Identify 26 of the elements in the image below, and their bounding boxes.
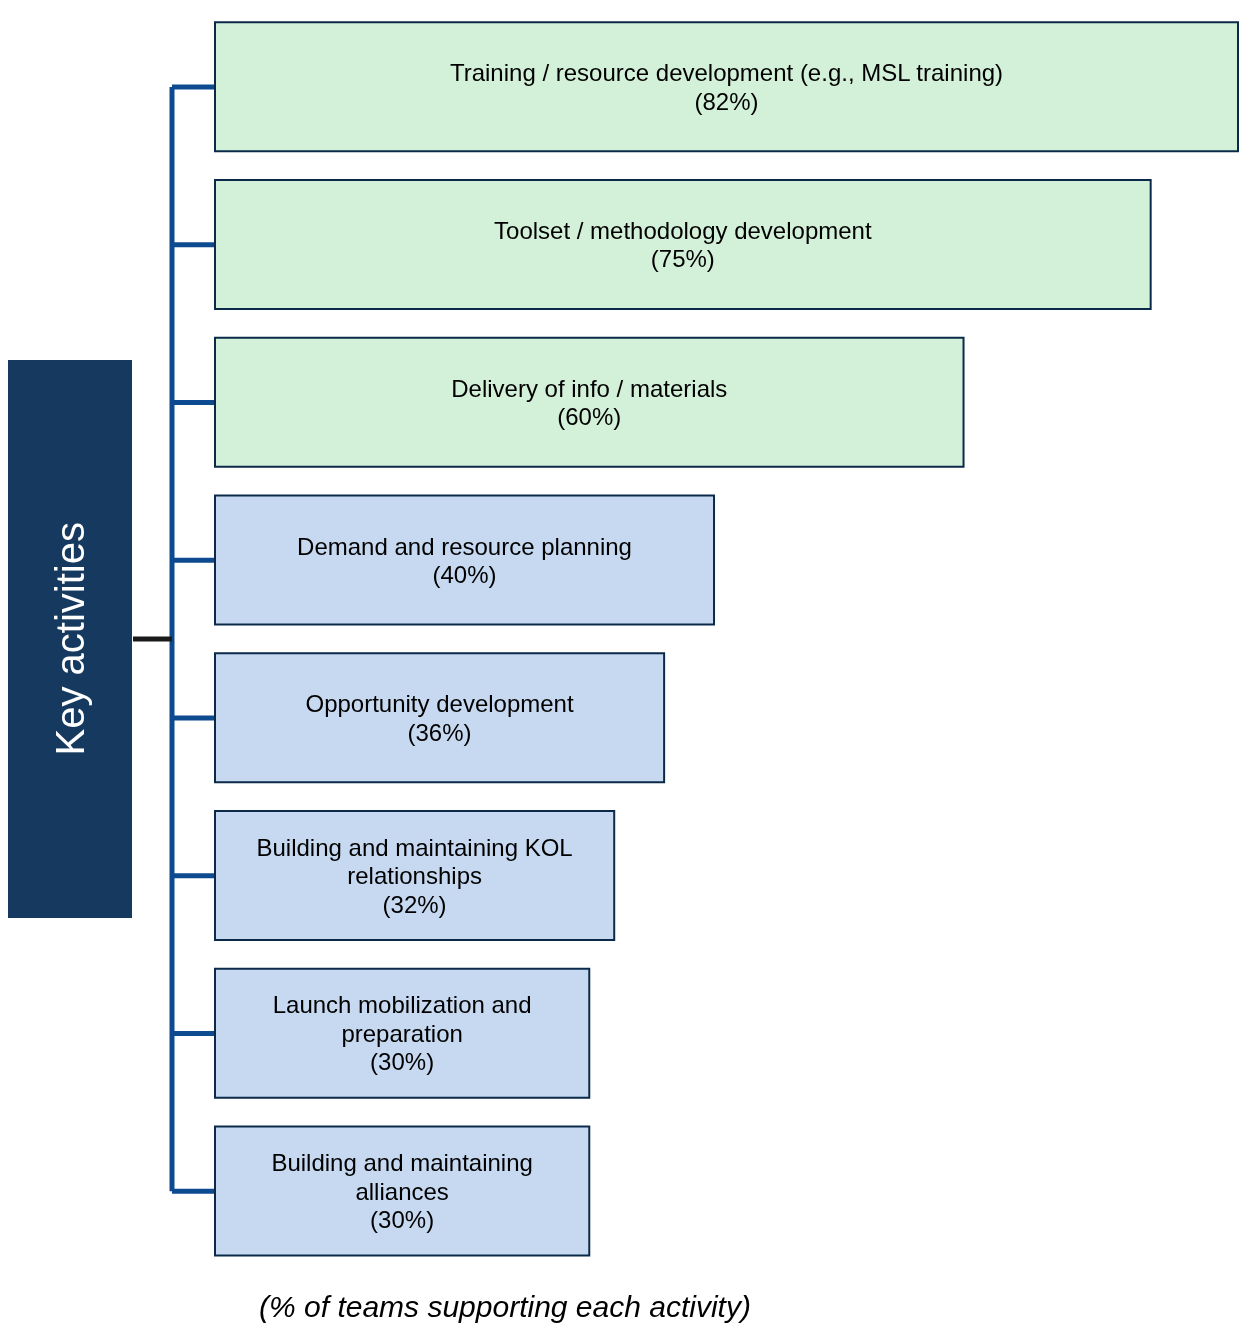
data-label: (75%) bbox=[650, 245, 715, 273]
bar bbox=[214, 336, 965, 468]
bar bbox=[214, 809, 616, 941]
y-tick-label: Training / resource development (e.g., MSL training) bbox=[449, 58, 1004, 86]
data-label: (40%) bbox=[432, 560, 497, 588]
bar bbox=[214, 494, 716, 626]
bar bbox=[214, 21, 1239, 153]
bar bbox=[214, 967, 591, 1099]
data-label: (60%) bbox=[557, 403, 622, 431]
bar bbox=[214, 1125, 591, 1257]
y-tick-label: Delivery of info / materials bbox=[451, 374, 728, 402]
y-tick-label: Building and maintaining alliances bbox=[271, 1148, 533, 1205]
y-tick-label: Opportunity development bbox=[305, 689, 574, 717]
data-label: (30%) bbox=[370, 1048, 435, 1076]
y-tick-label: Launch mobilization and preparation bbox=[272, 990, 532, 1047]
y-tick-label: Toolset / methodology development bbox=[494, 216, 872, 244]
y-tick-label: Building and maintaining KOL relationships bbox=[256, 833, 573, 889]
y-tick-label: Demand and resource planning bbox=[297, 532, 632, 560]
data-label: (30%) bbox=[370, 1206, 435, 1234]
bar bbox=[214, 652, 666, 784]
x-axis-title: (% of teams supporting each activity) bbox=[258, 1290, 752, 1324]
bar bbox=[214, 178, 1152, 310]
data-label: (36%) bbox=[407, 718, 472, 746]
data-label: (32%) bbox=[382, 890, 447, 918]
data-label: (82%) bbox=[694, 87, 759, 115]
y-axis-title: Key activities bbox=[47, 522, 93, 756]
